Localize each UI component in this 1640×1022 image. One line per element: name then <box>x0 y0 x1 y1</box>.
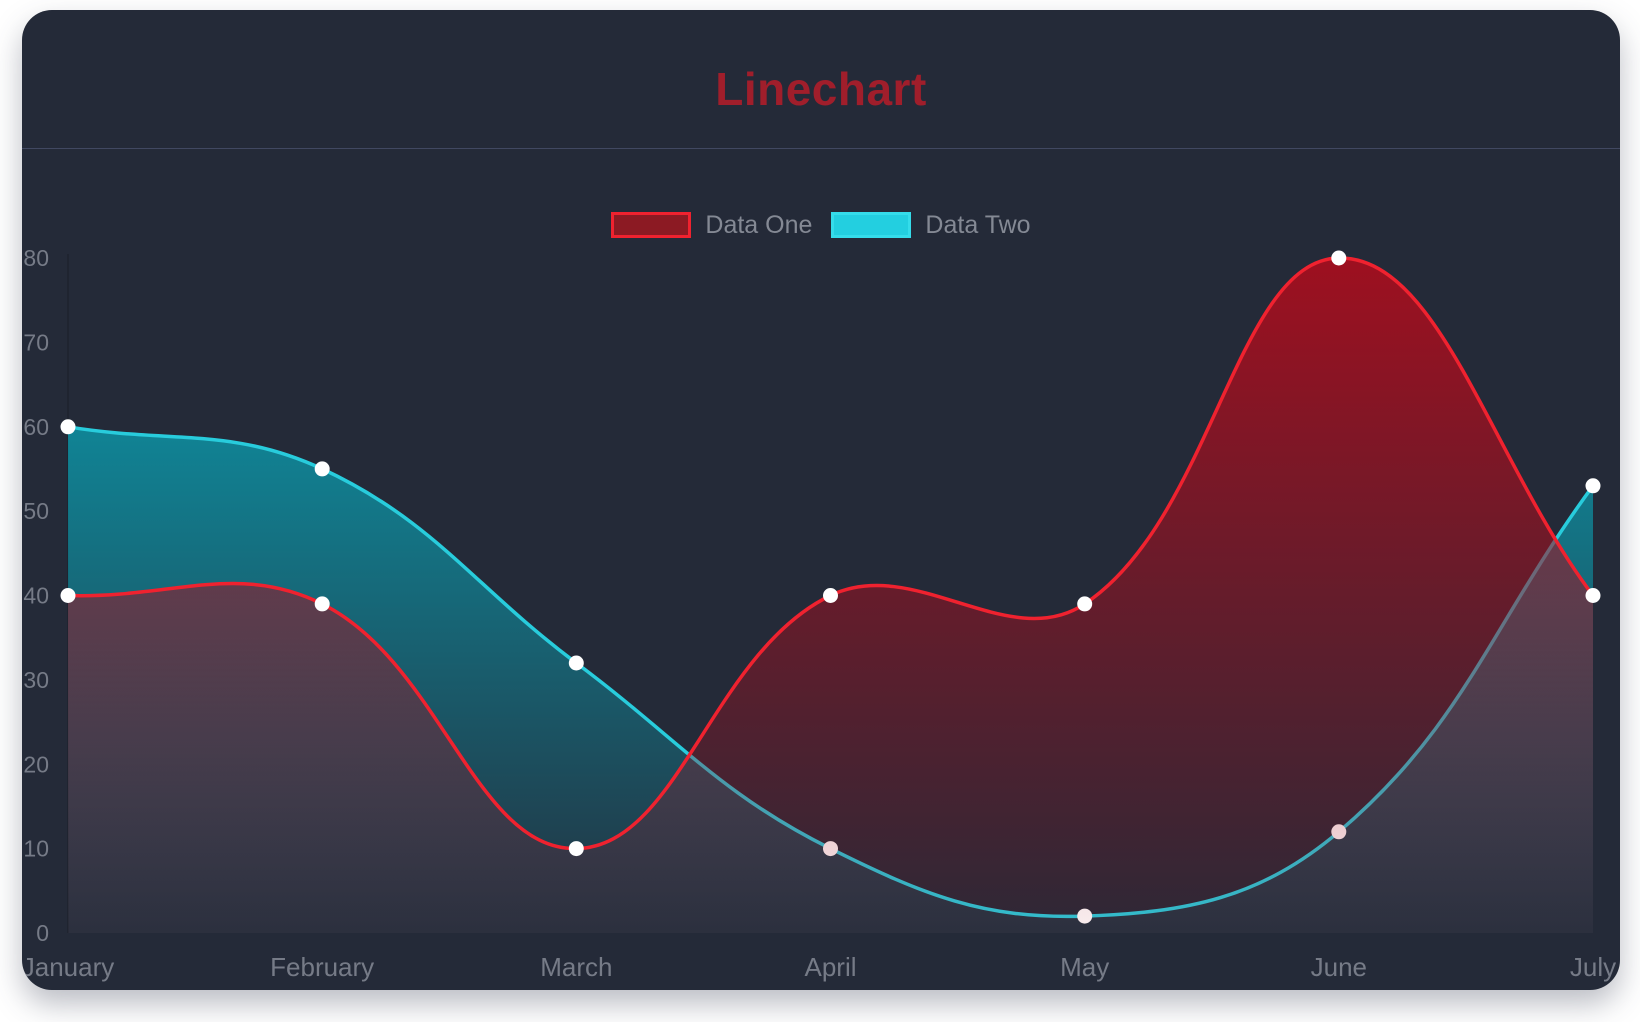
y-tick-label-20: 20 <box>23 751 49 777</box>
data-point-data-two-january[interactable] <box>60 419 76 435</box>
legend-swatch-data-one <box>611 212 692 238</box>
data-point-data-one-april[interactable] <box>823 588 838 603</box>
chart-title: Linechart <box>715 63 927 115</box>
data-point-data-two-february[interactable] <box>314 461 330 477</box>
series-line-data-one <box>66 256 1595 851</box>
y-tick-label-60: 60 <box>23 414 49 440</box>
x-tick-label-february: February <box>270 952 374 982</box>
data-point-data-two-march[interactable] <box>568 655 584 671</box>
data-point-data-one-may[interactable] <box>1077 596 1093 612</box>
legend: Data One Data Two <box>22 212 1620 238</box>
title-divider <box>22 148 1620 149</box>
line-chart-plot: 0 10 20 30 40 50 60 70 80 January February March Apr… <box>22 245 1616 982</box>
x-tick-label-june: June <box>1311 952 1367 982</box>
y-tick-label-50: 50 <box>23 498 49 524</box>
data-point-data-one-july[interactable] <box>1585 588 1601 603</box>
data-point-data-one-january[interactable] <box>60 588 76 603</box>
legend-label: Data One <box>705 211 813 239</box>
legend-item-data-one[interactable]: Data One <box>611 212 812 238</box>
y-tick-label-10: 10 <box>23 836 49 862</box>
y-tick-label-70: 70 <box>23 329 49 355</box>
data-point-data-one-february[interactable] <box>314 596 330 612</box>
y-tick-label-30: 30 <box>23 667 49 693</box>
x-tick-label-january: January <box>22 952 114 982</box>
data-point-data-two-july[interactable] <box>1585 478 1601 494</box>
legend-swatch-data-two <box>831 212 912 238</box>
y-tick-label-80: 80 <box>23 245 49 271</box>
legend-label: Data Two <box>925 211 1031 239</box>
x-tick-label-march: March <box>540 952 612 982</box>
y-tick-label-40: 40 <box>23 583 49 609</box>
legend-item-data-two[interactable]: Data Two <box>831 211 1031 239</box>
x-tick-label-july: July <box>1570 952 1616 982</box>
chart-card: Linechart Data One Data Two 0 10 20 30 40 50 60… <box>22 10 1620 990</box>
data-point-data-one-june[interactable] <box>1331 250 1347 266</box>
x-tick-label-april: April <box>804 952 856 982</box>
data-point-data-one-march[interactable] <box>568 841 584 857</box>
x-tick-label-may: May <box>1060 952 1109 982</box>
series-area-data-one <box>68 257 1593 933</box>
y-tick-label-0: 0 <box>36 920 49 946</box>
